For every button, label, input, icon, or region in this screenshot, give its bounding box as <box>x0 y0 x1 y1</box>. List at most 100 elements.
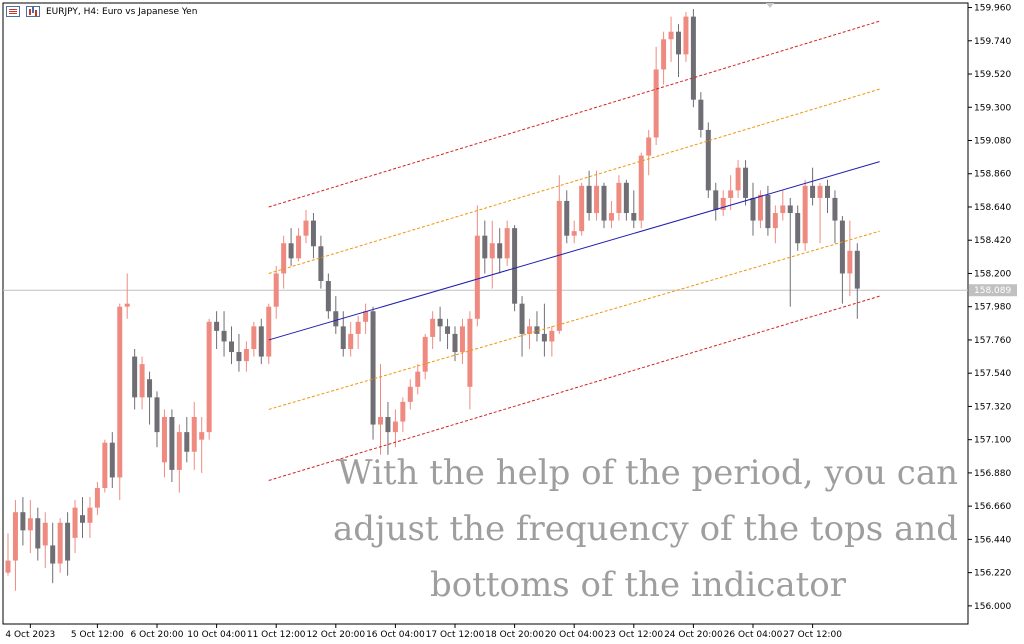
candle-bull[interactable] <box>661 39 667 70</box>
list-icon[interactable] <box>6 6 20 17</box>
candle-bull[interactable] <box>653 69 659 138</box>
candle-bear[interactable] <box>765 194 771 229</box>
candle-bull[interactable] <box>191 417 197 452</box>
candle-bear[interactable] <box>132 356 138 398</box>
candle-bear[interactable] <box>214 321 220 331</box>
candle-bull[interactable] <box>355 321 361 334</box>
candle-bear[interactable] <box>497 243 503 259</box>
candle-bear[interactable] <box>676 31 681 55</box>
candle-bear[interactable] <box>50 545 56 564</box>
candle-bear[interactable] <box>750 197 756 221</box>
candle-bull[interactable] <box>87 507 93 523</box>
candle-bull[interactable] <box>638 155 644 221</box>
candle-bull[interactable] <box>57 522 63 564</box>
candle-bear[interactable] <box>109 442 115 478</box>
candle-bear[interactable] <box>147 379 153 398</box>
candle-bull[interactable] <box>415 371 421 387</box>
candle-bull[interactable] <box>124 303 130 307</box>
candle-bull[interactable] <box>817 185 823 198</box>
candle-bull[interactable] <box>281 243 287 274</box>
candle-bear[interactable] <box>698 99 704 130</box>
candle-bear[interactable] <box>437 318 443 327</box>
candle-bull[interactable] <box>161 417 167 463</box>
candle-bear[interactable] <box>832 197 838 221</box>
candle-bull[interactable] <box>27 518 33 531</box>
candle-bull[interactable] <box>400 401 406 422</box>
candle-bull[interactable] <box>363 311 369 322</box>
candle-bull[interactable] <box>102 442 108 489</box>
candle-bear[interactable] <box>631 213 637 221</box>
candle-bear[interactable] <box>690 16 696 100</box>
candle-bull[interactable] <box>139 364 145 398</box>
candle-bear[interactable] <box>229 341 234 353</box>
candle-bull[interactable] <box>251 326 257 350</box>
bar-chart-icon[interactable] <box>26 6 40 17</box>
candle-bull[interactable] <box>728 190 734 198</box>
candle-bull[interactable] <box>594 185 600 214</box>
candle-bear[interactable] <box>810 185 816 198</box>
candle-bull[interactable] <box>556 200 562 331</box>
candle-bull[interactable] <box>720 197 726 210</box>
candle-bear[interactable] <box>184 432 190 452</box>
candle-bull[interactable] <box>303 220 309 236</box>
candle-bull[interactable] <box>5 560 11 573</box>
candle-bear[interactable] <box>221 330 227 342</box>
candle-bull[interactable] <box>117 306 123 478</box>
candle-bull[interactable] <box>467 318 473 387</box>
candle-bear[interactable] <box>318 246 324 282</box>
candle-bear[interactable] <box>854 250 860 289</box>
candle-bear[interactable] <box>258 326 264 357</box>
candle-bull[interactable] <box>94 488 100 508</box>
candle-bull[interactable] <box>266 306 272 357</box>
candle-bear[interactable] <box>541 333 547 342</box>
candle-bull[interactable] <box>273 273 279 307</box>
candle-bear[interactable] <box>20 512 26 531</box>
candle-bear[interactable] <box>787 205 793 214</box>
candle-bear[interactable] <box>601 185 607 221</box>
candle-bear[interactable] <box>534 326 540 334</box>
candle-bull[interactable] <box>504 228 510 259</box>
candle-bear[interactable] <box>169 417 175 470</box>
candle-bull[interactable] <box>206 321 212 433</box>
candle-bull[interactable] <box>735 167 741 191</box>
candle-bear[interactable] <box>236 352 242 362</box>
candle-bull[interactable] <box>616 182 622 214</box>
candle-bull[interactable] <box>802 185 808 244</box>
candle-bull[interactable] <box>646 137 652 156</box>
candle-bull[interactable] <box>199 432 205 440</box>
candle-bear[interactable] <box>310 220 316 247</box>
candle-bear[interactable] <box>713 190 719 210</box>
candle-bear[interactable] <box>154 397 160 433</box>
candle-bear[interactable] <box>743 167 749 198</box>
candle-bear[interactable] <box>825 185 830 198</box>
candle-bull[interactable] <box>489 243 495 259</box>
candle-bull[interactable] <box>430 318 436 337</box>
candle-bull[interactable] <box>527 326 532 334</box>
candle-bear[interactable] <box>80 515 85 523</box>
candle-bear[interactable] <box>705 129 711 191</box>
candle-bull[interactable] <box>378 417 383 425</box>
scroll-marker-icon[interactable] <box>766 3 774 8</box>
candle-bear[interactable] <box>35 518 41 549</box>
candle-bear[interactable] <box>445 326 451 334</box>
candle-bear[interactable] <box>288 243 294 259</box>
candle-bear[interactable] <box>512 228 518 304</box>
candle-bull[interactable] <box>176 432 182 470</box>
candle-bear[interactable] <box>385 417 391 433</box>
candle-bear[interactable] <box>795 213 801 244</box>
candle-bull[interactable] <box>847 250 853 274</box>
candle-bull[interactable] <box>42 522 48 546</box>
candle-bear[interactable] <box>452 333 458 353</box>
candle-bull[interactable] <box>474 235 480 319</box>
candle-bull[interactable] <box>348 333 354 350</box>
candle-bear[interactable] <box>839 220 845 274</box>
candle-bull[interactable] <box>243 349 249 362</box>
candle-bear[interactable] <box>519 303 525 334</box>
candle-bull[interactable] <box>407 386 413 402</box>
candle-bear[interactable] <box>325 281 331 312</box>
candle-bull[interactable] <box>683 16 689 55</box>
candle-bull[interactable] <box>392 421 398 433</box>
candle-bull[interactable] <box>72 507 78 538</box>
